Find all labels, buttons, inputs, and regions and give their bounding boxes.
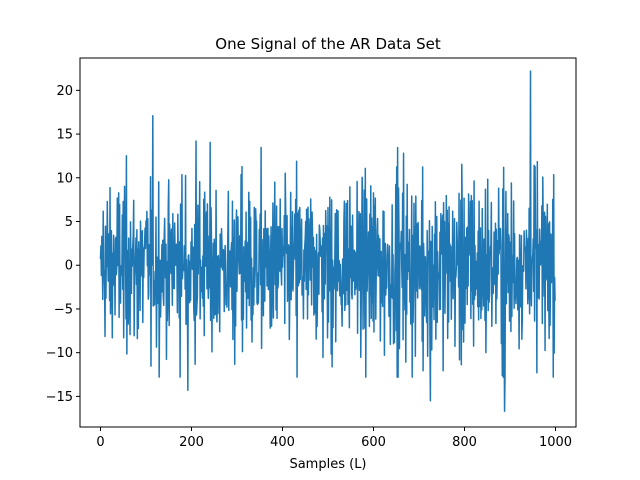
y-tick-label: 0 (65, 259, 73, 274)
x-tick-label: 0 (96, 435, 104, 450)
x-tick-label: 400 (270, 435, 295, 450)
chart-title: One Signal of the AR Data Set (215, 35, 441, 53)
x-tick-label: 800 (452, 435, 477, 450)
x-tick-label: 600 (361, 435, 386, 450)
series-line (99, 70, 556, 413)
plot-area (99, 70, 556, 413)
axes-frame (79, 57, 577, 428)
y-tick-label: 20 (56, 84, 73, 99)
x-tick-label: 200 (179, 435, 204, 450)
y-tick-label: −15 (46, 390, 73, 405)
x-axis-label: Samples (L) (289, 457, 366, 472)
y-tick-label: 10 (56, 171, 73, 186)
y-tick-label: −5 (54, 302, 73, 317)
y-tick-label: 5 (65, 215, 73, 230)
x-tick-label: 1000 (539, 435, 572, 450)
y-axis: −15 −10 −5 0 5 10 15 20 (46, 84, 80, 405)
y-tick-label: −10 (46, 346, 73, 361)
x-axis: 0 200 400 600 800 1000 (96, 427, 572, 450)
y-tick-label: 15 (56, 128, 73, 143)
